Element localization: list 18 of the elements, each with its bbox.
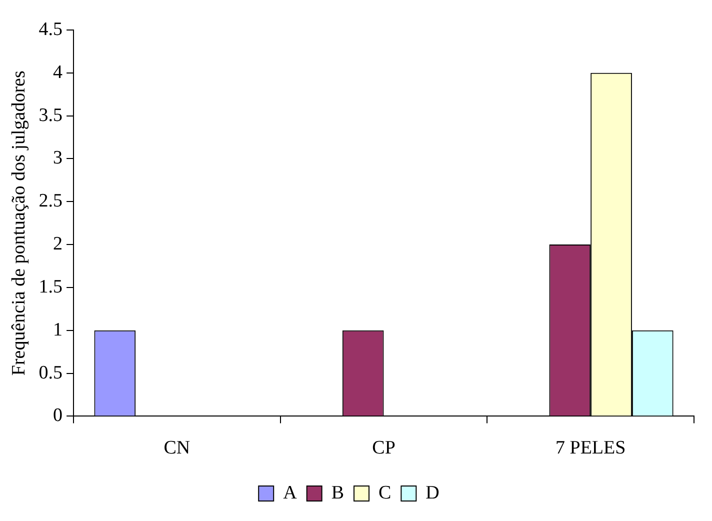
- x-tick-label: CN: [164, 438, 190, 459]
- legend-label: D: [426, 482, 440, 504]
- y-tick-label: 3.5: [38, 104, 63, 126]
- legend-label: C: [378, 482, 392, 504]
- x-tick-label: 7 PELES: [555, 438, 626, 459]
- legend-label: B: [331, 482, 344, 504]
- y-tick-label: 1: [53, 319, 63, 340]
- y-tick-label: 4: [53, 62, 64, 83]
- y-tick-label: 2: [53, 234, 63, 255]
- y-tick-label: 4.5: [38, 18, 63, 40]
- y-tick-label: 0: [53, 405, 63, 426]
- y-tick-label: 0.5: [38, 362, 63, 384]
- legend-label: A: [283, 482, 298, 504]
- y-tick-label: 2.5: [38, 190, 63, 212]
- y-tick-label: 3: [53, 148, 63, 169]
- x-tick-label: CP: [372, 438, 396, 459]
- y-tick-label: 1.5: [38, 276, 63, 298]
- y-axis-title: Frequência de pontuação dos julgadores: [8, 70, 30, 376]
